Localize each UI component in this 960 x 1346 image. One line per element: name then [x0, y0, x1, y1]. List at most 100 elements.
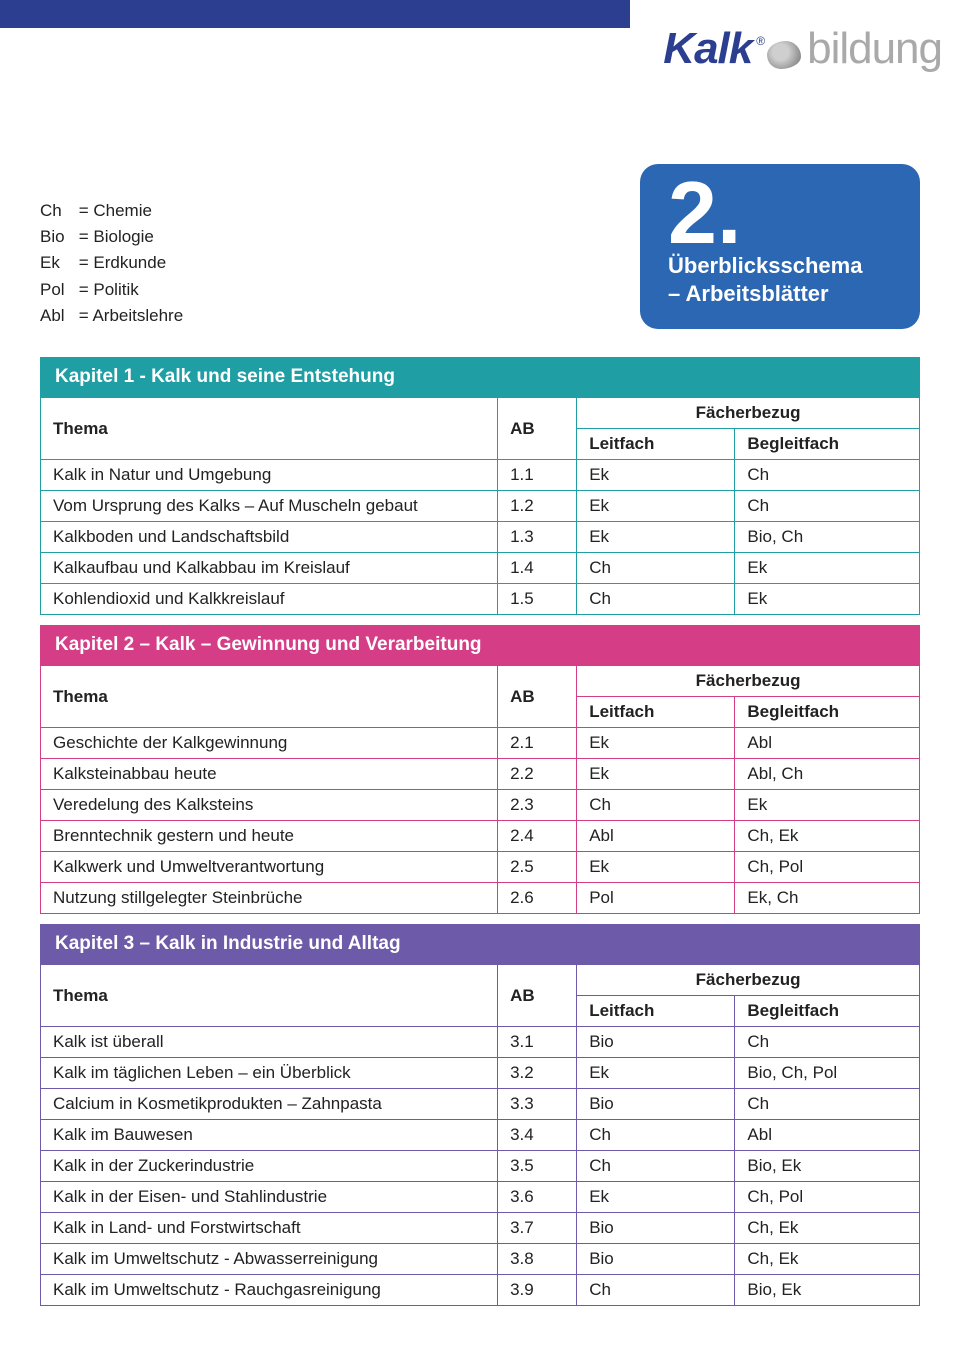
- badge-number: 2.: [668, 178, 892, 248]
- cell-leitfach: Ch: [577, 1275, 735, 1306]
- cell-leitfach: Ek: [577, 491, 735, 522]
- legend-full: Politik: [93, 280, 138, 299]
- legend-abbr: Ek: [40, 250, 74, 276]
- cell-ab: 2.6: [498, 883, 577, 914]
- chapter-badge: 2. Überblicksschema – Arbeitsblätter: [640, 164, 920, 329]
- cell-leitfach: Ch: [577, 553, 735, 584]
- col-thema: Thema: [41, 666, 498, 728]
- chapter-title: Kapitel 3 – Kalk in Industrie und Alltag: [40, 924, 920, 964]
- legend-equals: =: [74, 201, 93, 220]
- table-row: Kalk im Bauwesen3.4ChAbl: [41, 1120, 920, 1151]
- cell-leitfach: Abl: [577, 821, 735, 852]
- table-row: Kalk im Umweltschutz - Rauchgasreinigung…: [41, 1275, 920, 1306]
- col-ab: AB: [498, 965, 577, 1027]
- table-row: Brenntechnik gestern und heute2.4AblCh, …: [41, 821, 920, 852]
- table-row: Kalkboden und Landschaftsbild1.3EkBio, C…: [41, 522, 920, 553]
- table-row: Kalk im Umweltschutz - Abwasserreinigung…: [41, 1244, 920, 1275]
- legend-equals: =: [74, 280, 93, 299]
- cell-ab: 1.1: [498, 460, 577, 491]
- cell-ab: 1.3: [498, 522, 577, 553]
- cell-thema: Kalk in Natur und Umgebung: [41, 460, 498, 491]
- cell-leitfach: Ch: [577, 790, 735, 821]
- table-row: Kalk ist überall3.1BioCh: [41, 1027, 920, 1058]
- rock-icon: [767, 41, 801, 69]
- table-row: Kalksteinabbau heute2.2EkAbl, Ch: [41, 759, 920, 790]
- overview-table: ThemaABFächerbezugLeitfachBegleitfachKal…: [40, 397, 920, 615]
- cell-thema: Kalk im Umweltschutz - Rauchgasreinigung: [41, 1275, 498, 1306]
- chapter-section: Kapitel 2 – Kalk – Gewinnung und Verarbe…: [40, 625, 920, 914]
- legend-abbr: Bio: [40, 224, 74, 250]
- legend-item: Pol = Politik: [40, 277, 183, 303]
- table-row: Veredelung des Kalksteins2.3ChEk: [41, 790, 920, 821]
- cell-begleitfach: Abl: [735, 1120, 920, 1151]
- cell-thema: Veredelung des Kalksteins: [41, 790, 498, 821]
- cell-begleitfach: Ek: [735, 553, 920, 584]
- cell-thema: Kalk in der Zuckerindustrie: [41, 1151, 498, 1182]
- cell-thema: Nutzung stillgelegter Steinbrüche: [41, 883, 498, 914]
- legend-full: Erdkunde: [93, 253, 166, 272]
- table-row: Kalk in der Zuckerindustrie3.5ChBio, Ek: [41, 1151, 920, 1182]
- cell-thema: Kalkaufbau und Kalkabbau im Kreislauf: [41, 553, 498, 584]
- overview-table: ThemaABFächerbezugLeitfachBegleitfachGes…: [40, 665, 920, 914]
- table-row: Kalk in der Eisen- und Stahlindustrie3.6…: [41, 1182, 920, 1213]
- cell-ab: 3.3: [498, 1089, 577, 1120]
- badge-line1: Überblicksschema: [668, 252, 892, 280]
- chapter-section: Kapitel 1 - Kalk und seine EntstehungThe…: [40, 357, 920, 615]
- cell-ab: 3.4: [498, 1120, 577, 1151]
- cell-ab: 2.5: [498, 852, 577, 883]
- cell-thema: Vom Ursprung des Kalks – Auf Muscheln ge…: [41, 491, 498, 522]
- cell-begleitfach: Ch: [735, 1027, 920, 1058]
- cell-leitfach: Ek: [577, 852, 735, 883]
- cell-begleitfach: Abl, Ch: [735, 759, 920, 790]
- col-ab: AB: [498, 666, 577, 728]
- cell-thema: Kalkwerk und Umweltverantwortung: [41, 852, 498, 883]
- cell-thema: Kalksteinabbau heute: [41, 759, 498, 790]
- col-begleitfach: Begleitfach: [735, 429, 920, 460]
- col-begleitfach: Begleitfach: [735, 697, 920, 728]
- cell-ab: 3.7: [498, 1213, 577, 1244]
- cell-begleitfach: Abl: [735, 728, 920, 759]
- legend-abbr: Pol: [40, 277, 74, 303]
- cell-begleitfach: Ch, Pol: [735, 852, 920, 883]
- table-row: Kalk im täglichen Leben – ein Überblick3…: [41, 1058, 920, 1089]
- cell-leitfach: Ek: [577, 1058, 735, 1089]
- cell-thema: Kohlendioxid und Kalkkreislauf: [41, 584, 498, 615]
- legend: Ch = ChemieBio = BiologieEk = ErdkundePo…: [40, 198, 183, 330]
- brand-part2: bildung: [807, 24, 942, 74]
- cell-leitfach: Ch: [577, 584, 735, 615]
- cell-begleitfach: Bio, Ch: [735, 522, 920, 553]
- cell-thema: Brenntechnik gestern und heute: [41, 821, 498, 852]
- cell-thema: Kalk im täglichen Leben – ein Überblick: [41, 1058, 498, 1089]
- cell-leitfach: Ek: [577, 728, 735, 759]
- col-leitfach: Leitfach: [577, 996, 735, 1027]
- table-row: Kohlendioxid und Kalkkreislauf1.5ChEk: [41, 584, 920, 615]
- cell-leitfach: Ch: [577, 1120, 735, 1151]
- overview-table: ThemaABFächerbezugLeitfachBegleitfachKal…: [40, 964, 920, 1306]
- cell-ab: 3.6: [498, 1182, 577, 1213]
- cell-leitfach: Pol: [577, 883, 735, 914]
- cell-begleitfach: Ch: [735, 491, 920, 522]
- legend-item: Bio = Biologie: [40, 224, 183, 250]
- legend-equals: =: [74, 253, 93, 272]
- table-row: Vom Ursprung des Kalks – Auf Muscheln ge…: [41, 491, 920, 522]
- col-faecherbezug: Fächerbezug: [577, 398, 920, 429]
- cell-leitfach: Bio: [577, 1027, 735, 1058]
- col-thema: Thema: [41, 965, 498, 1027]
- legend-equals: =: [74, 227, 93, 246]
- col-faecherbezug: Fächerbezug: [577, 666, 920, 697]
- cell-leitfach: Ek: [577, 522, 735, 553]
- table-row: Calcium in Kosmetikprodukten – Zahnpasta…: [41, 1089, 920, 1120]
- cell-leitfach: Bio: [577, 1244, 735, 1275]
- cell-ab: 2.1: [498, 728, 577, 759]
- col-thema: Thema: [41, 398, 498, 460]
- brand-row: Kalk ® bildung: [0, 24, 960, 74]
- brand-part1: Kalk: [663, 24, 752, 74]
- legend-full: Arbeitslehre: [92, 306, 183, 325]
- table-row: Geschichte der Kalkgewinnung2.1EkAbl: [41, 728, 920, 759]
- cell-ab: 2.2: [498, 759, 577, 790]
- cell-thema: Kalk im Umweltschutz - Abwasserreinigung: [41, 1244, 498, 1275]
- cell-begleitfach: Ch, Ek: [735, 1244, 920, 1275]
- cell-begleitfach: Ek: [735, 790, 920, 821]
- table-row: Kalkwerk und Umweltverantwortung2.5EkCh,…: [41, 852, 920, 883]
- col-begleitfach: Begleitfach: [735, 996, 920, 1027]
